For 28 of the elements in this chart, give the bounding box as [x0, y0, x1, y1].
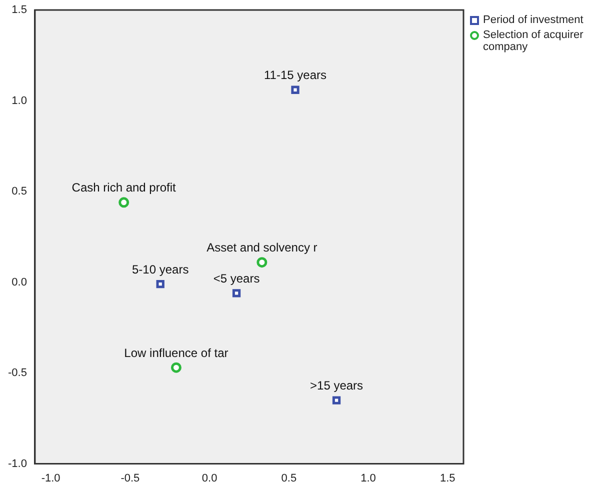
annotation: Low influence of tar — [124, 346, 228, 360]
annotation: 11-15 years — [264, 68, 326, 82]
y-tick-label: 1.0 — [12, 94, 27, 107]
legend-label: Selection of acquirer company — [483, 29, 584, 53]
x-tick-label: -1.0 — [41, 472, 60, 484]
annotation: 5-10 years — [132, 262, 189, 276]
y-tick-label: 0.5 — [12, 186, 27, 198]
legend-label: Period of investment — [483, 14, 584, 26]
point — [118, 197, 130, 208]
point — [170, 362, 182, 373]
x-tick-label: 0.5 — [281, 472, 297, 484]
x-tick-label: 1.5 — [440, 472, 456, 484]
annotation: <5 years — [213, 271, 260, 286]
point — [156, 280, 164, 288]
x-tick-label: -0.5 — [120, 472, 140, 484]
x-tick-label: 1.0 — [360, 472, 376, 484]
y-tick-label: -0.5 — [8, 367, 27, 380]
annotation: Asset and solvency r — [206, 240, 318, 255]
point — [232, 289, 241, 298]
y-tick-label: 1.5 — [12, 4, 27, 16]
annotation: >15 years — [310, 378, 364, 393]
annotation: Cash rich and profit — [72, 180, 177, 195]
y-tick-label: 0.0 — [12, 276, 27, 288]
point — [256, 257, 268, 268]
point — [332, 396, 341, 404]
x-tick-label: 0.0 — [202, 472, 218, 484]
y-tick-label: -1.0 — [8, 458, 27, 470]
point — [291, 86, 300, 94]
